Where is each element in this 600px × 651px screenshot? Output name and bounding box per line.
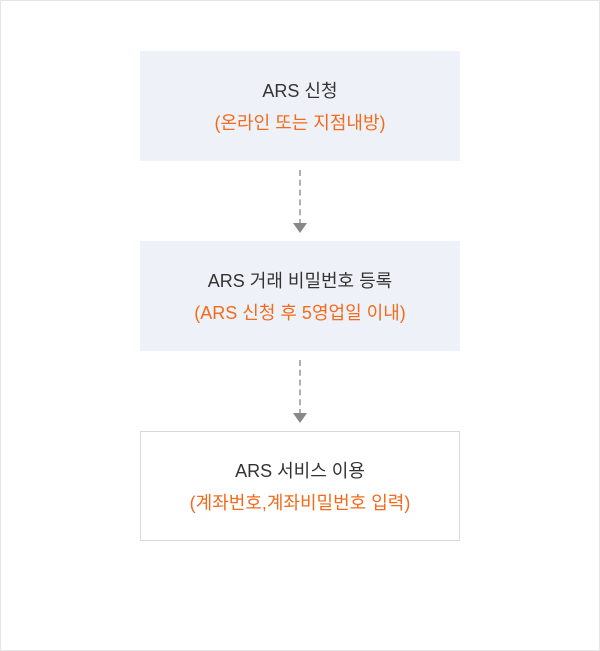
arrow-1-head (293, 223, 307, 233)
step-3-subtitle: (계좌번호,계좌비밀번호 입력) (190, 489, 411, 515)
step-3-title: ARS 서비스 이용 (235, 457, 365, 483)
step-1-box: ARS 신청 (온라인 또는 지점내방) (140, 51, 460, 161)
step-1-title: ARS 신청 (262, 77, 337, 103)
arrow-2 (293, 351, 307, 431)
step-1-subtitle: (온라인 또는 지점내방) (214, 109, 385, 135)
step-2-title: ARS 거래 비밀번호 등록 (208, 267, 393, 293)
arrow-1 (293, 161, 307, 241)
step-2-subtitle: (ARS 신청 후 5영업일 이내) (194, 299, 406, 325)
step-3-box: ARS 서비스 이용 (계좌번호,계좌비밀번호 입력) (140, 431, 460, 541)
arrow-2-line (299, 360, 301, 415)
arrow-1-line (299, 170, 301, 225)
flowchart-container: ARS 신청 (온라인 또는 지점내방) ARS 거래 비밀번호 등록 (ARS… (0, 0, 600, 651)
arrow-2-head (293, 413, 307, 423)
step-2-box: ARS 거래 비밀번호 등록 (ARS 신청 후 5영업일 이내) (140, 241, 460, 351)
